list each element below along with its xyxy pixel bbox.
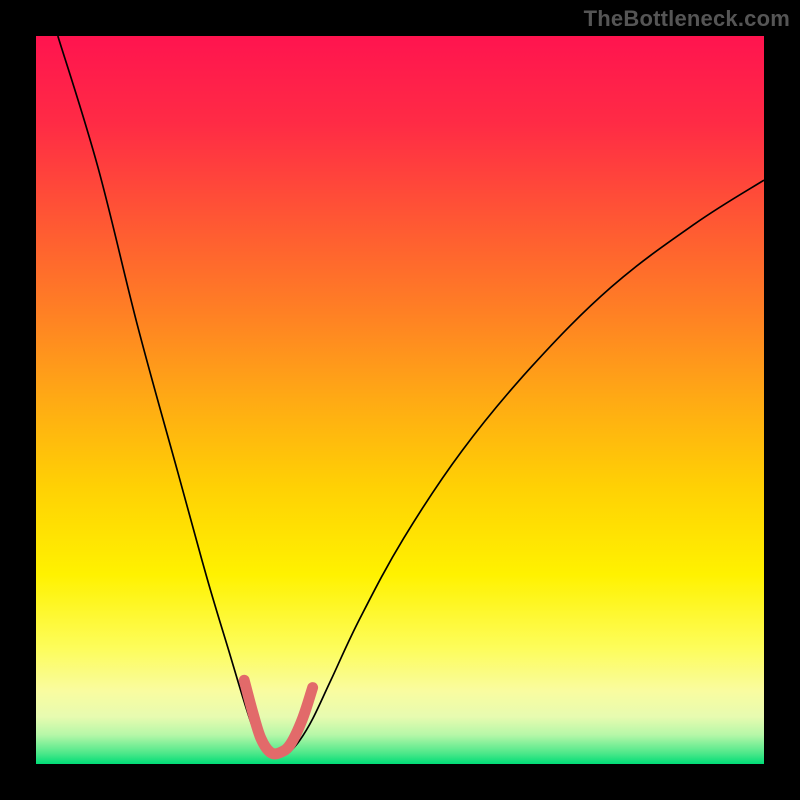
gradient-background bbox=[36, 36, 764, 764]
chart-frame: TheBottleneck.com bbox=[0, 0, 800, 800]
bottleneck-chart bbox=[36, 36, 764, 764]
gradient-panel bbox=[36, 36, 764, 764]
watermark-text: TheBottleneck.com bbox=[584, 6, 790, 32]
